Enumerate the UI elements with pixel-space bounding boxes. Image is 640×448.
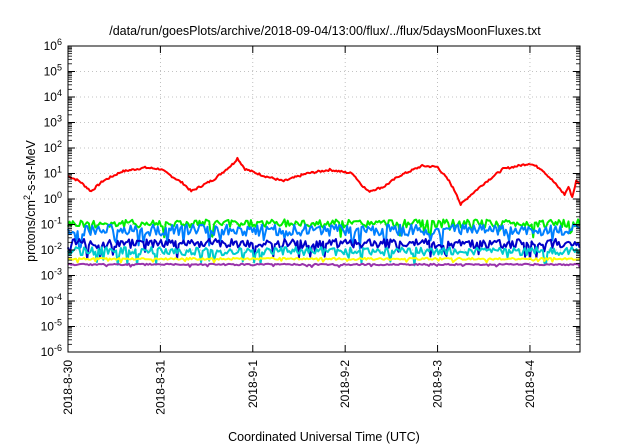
y-tick-label-base: 10 [44,141,58,155]
x-tick-label: 2018-9-4 [523,360,537,408]
y-tick-label-exp: 3 [57,114,62,124]
y-tick-label-exp: 1 [57,165,62,175]
series-line [67,262,581,268]
y-axis-label-rest: -s-sr-MeV [24,139,38,195]
series-line [67,256,581,264]
y-tick-label: 10-1 [41,216,62,232]
series-group [67,156,581,268]
y-tick-label-exp: -4 [54,292,62,302]
y-axis-label-main: protons/cm [24,200,38,262]
y-tick-label: 10-3 [41,267,62,283]
y-tick-label-exp: -5 [54,318,62,328]
y-axis-label: protons/cm2-s-sr-MeV [22,139,38,261]
y-axis-label-exp: 2 [22,195,32,200]
y-tick-label: 101 [44,165,62,181]
x-tick-labels: 2018-8-30 2018-8-31 2018-9-1 2018-9-2 2018-9… [61,360,537,415]
y-tick-label-exp: 2 [57,139,62,149]
x-tick-label: 2018-9-3 [431,360,445,408]
x-tick-label: 2018-8-30 [61,360,75,415]
chart-title: /data/run/goesPlots/archive/2018-09-04/1… [109,24,541,38]
y-tick-label: 10-2 [41,241,62,257]
y-tick-label-exp: -6 [54,343,62,353]
y-tick-label: 10-6 [41,343,62,359]
y-tick-label: 102 [44,139,62,155]
y-tick-label-exp: 4 [57,88,62,98]
y-tick-label-exp: -1 [54,216,62,226]
series-line [67,223,581,251]
x-tick-label: 2018-9-2 [338,360,352,408]
y-tick-label-base: 10 [44,116,58,130]
y-tick-label: 10-4 [41,292,62,308]
y-tick-label-base: 10 [44,65,58,79]
y-tick-label-base: 10 [44,39,58,53]
x-axis-label: Coordinated Universal Time (UTC) [228,430,420,444]
y-tick-label-exp: 6 [57,37,62,47]
y-tick-label-exp: -2 [54,241,62,251]
tick-marks [67,45,580,353]
y-tick-label: 100 [44,190,62,206]
x-tick-label: 2018-8-31 [153,360,167,415]
y-tick-label-exp: 5 [57,63,62,73]
y-tick-label-base: 10 [44,90,58,104]
y-tick-label: 104 [44,88,62,104]
grid [68,46,580,352]
y-tick-label-base: 10 [41,269,55,283]
y-tick-label: 105 [44,63,62,79]
y-tick-label-exp: 0 [57,190,62,200]
x-tick-label: 2018-9-1 [246,360,260,408]
y-tick-labels: 10-610-510-410-310-210-11001011021031041… [41,37,62,359]
y-tick-label-base: 10 [41,243,55,257]
y-tick-label-base: 10 [41,218,55,232]
y-tick-label-exp: -3 [54,267,62,277]
y-tick-label-base: 10 [44,167,58,181]
series-line [67,156,581,206]
y-tick-label-base: 10 [41,294,55,308]
y-tick-label: 10-5 [41,318,62,334]
y-tick-label-base: 10 [41,320,55,334]
y-tick-label: 103 [44,114,62,130]
y-tick-label: 106 [44,37,62,53]
y-tick-label-base: 10 [41,345,55,359]
series-line [67,246,581,267]
y-tick-label-base: 10 [44,192,58,206]
